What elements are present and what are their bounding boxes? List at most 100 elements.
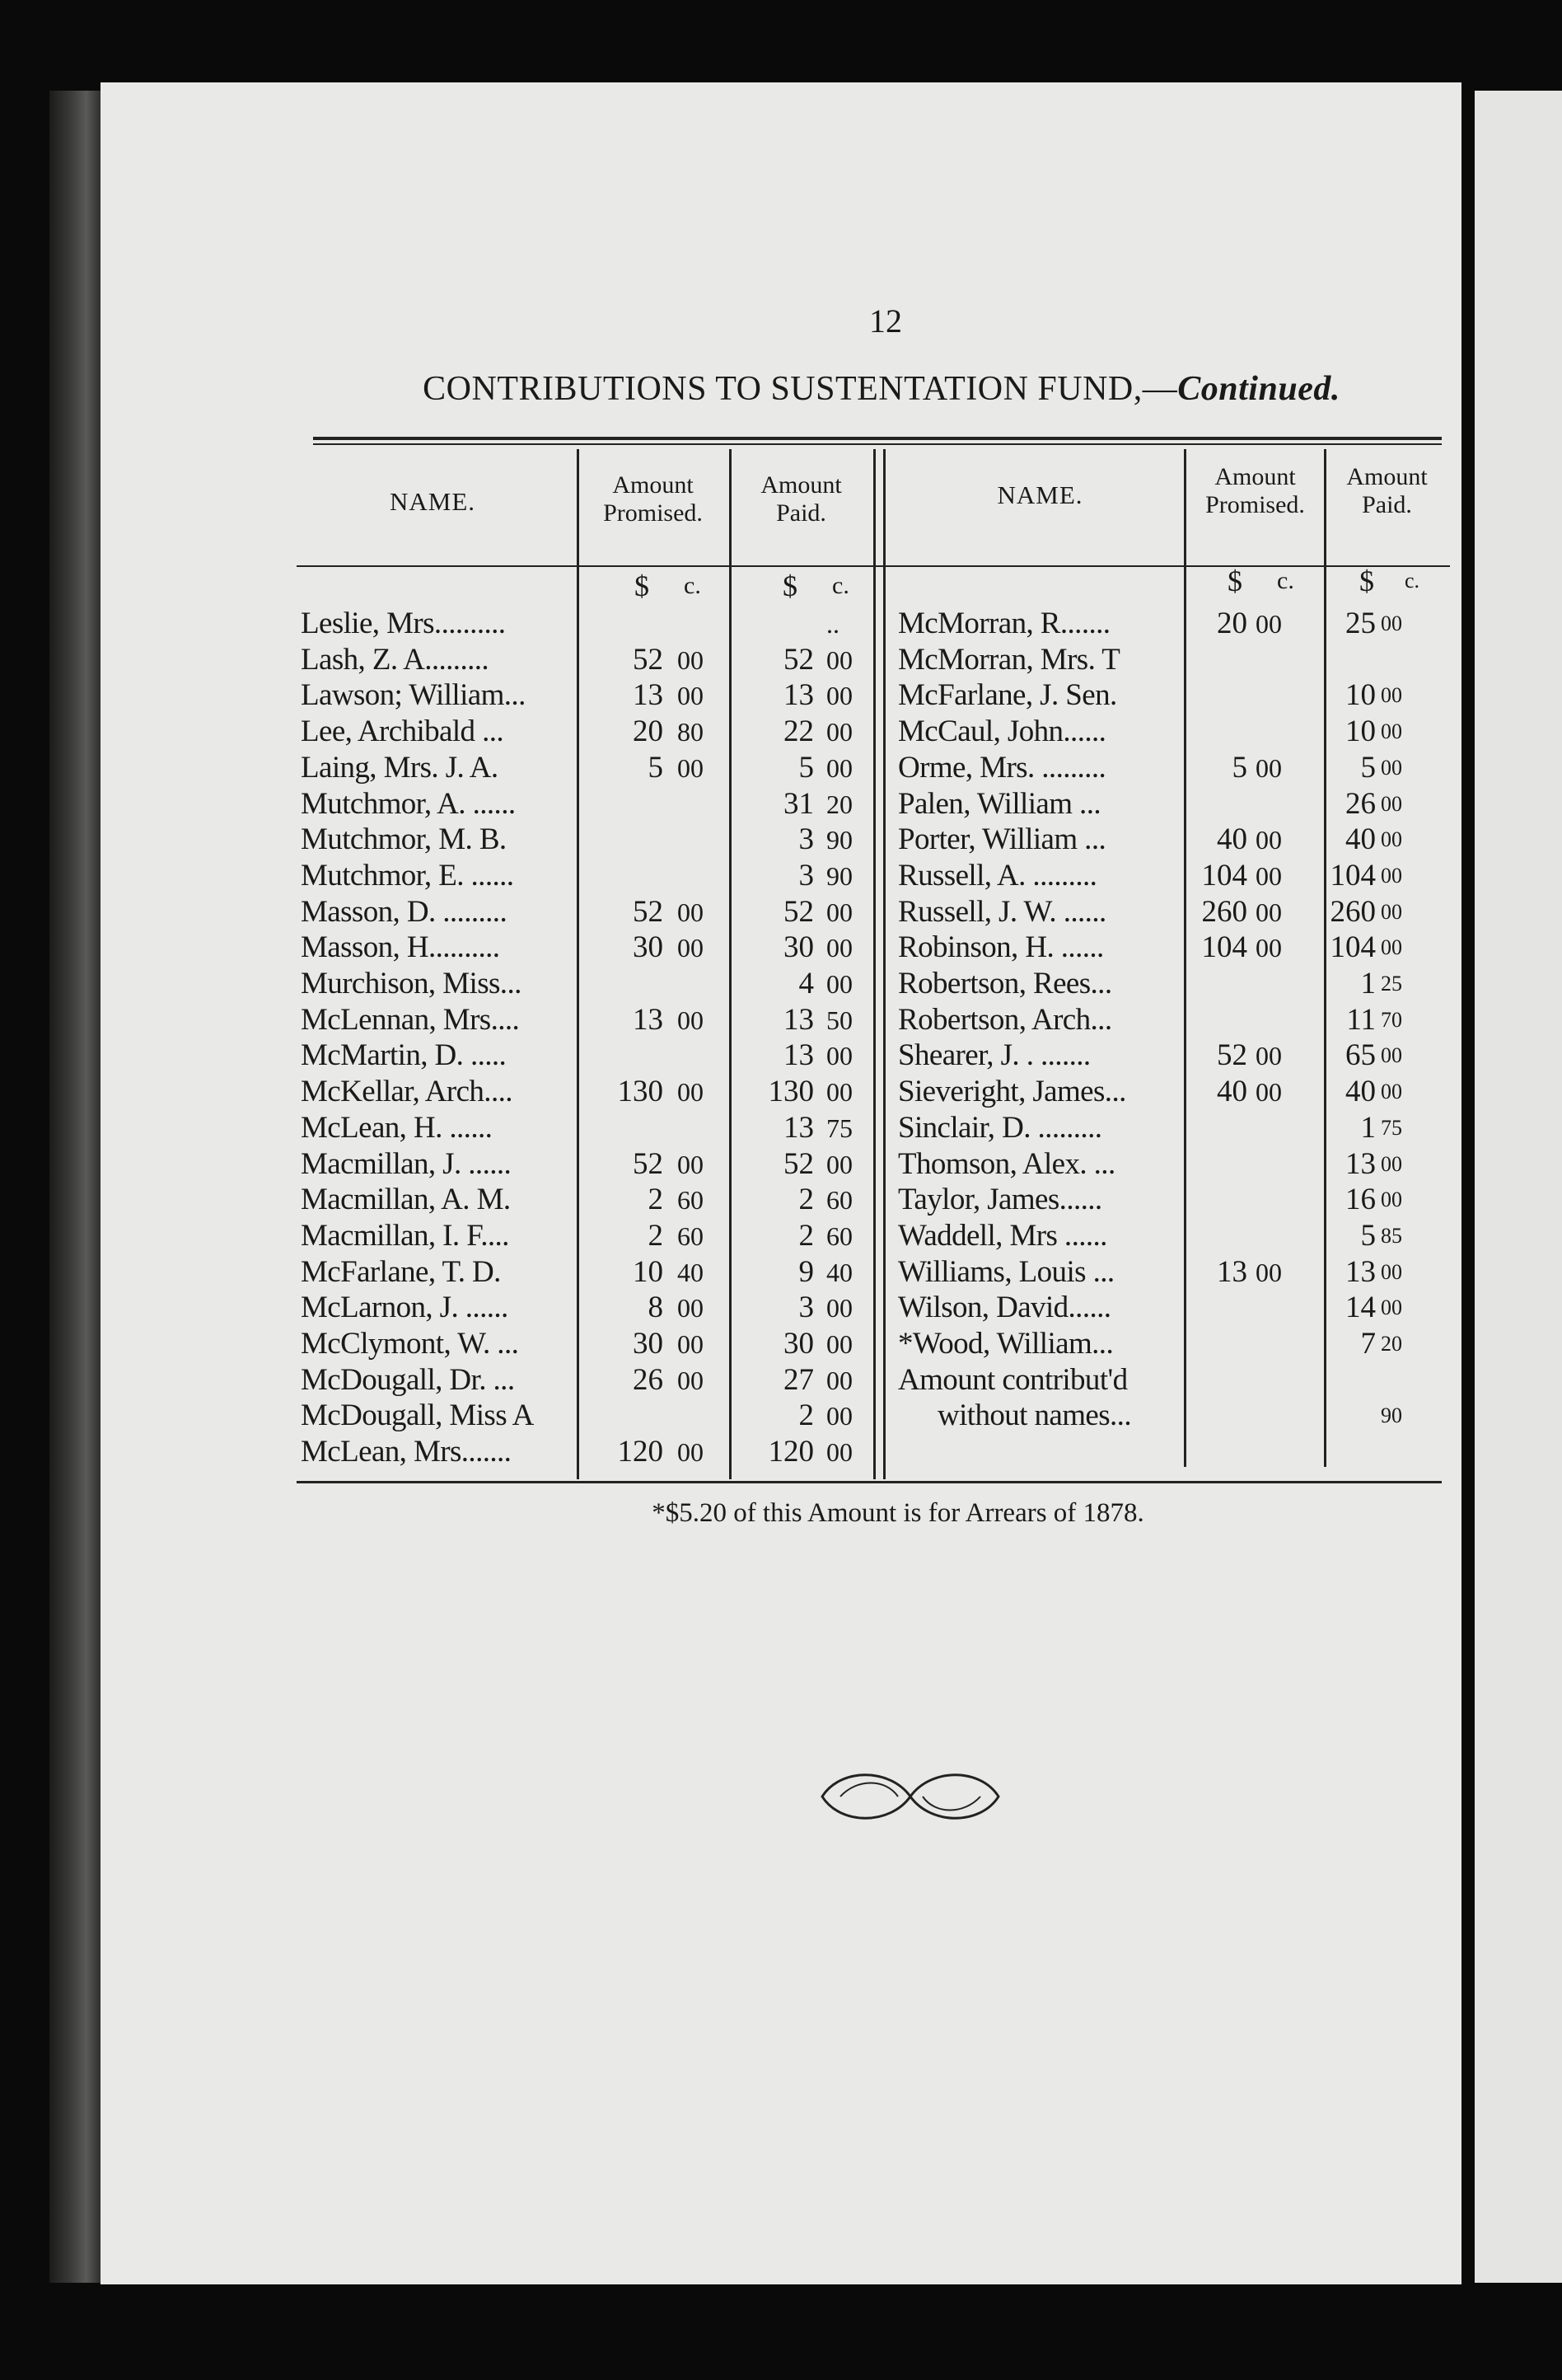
cents-label: c. <box>684 572 701 599</box>
promised-dollars: 20 <box>1217 607 1247 640</box>
promised-dollars: 260 <box>1201 894 1248 929</box>
paid-cents: 00 <box>826 1077 853 1108</box>
contributor-name: McFarlane, T. D. <box>301 1254 501 1289</box>
paid-dollars: 13 <box>783 1038 814 1073</box>
contributor-name: Sinclair, D. ......... <box>898 1110 1102 1145</box>
contributor-name: Lee, Archibald ... <box>301 714 504 749</box>
table-row: McMorran, R....... 20 00 25 00 <box>0 606 1562 642</box>
contributor-name: Leslie, Mrs.......... <box>301 607 506 640</box>
promised-dollars: 40 <box>1217 822 1247 857</box>
paid-cents: 00 <box>826 717 853 747</box>
table-row: McMartin, D. ..... 13 00 <box>0 1038 1562 1074</box>
contributor-name: Robertson, Arch... <box>898 1002 1112 1037</box>
promised-cents: 60 <box>677 1185 704 1216</box>
table-row: Masson, D. ......... 52 00 52 00 <box>0 894 1562 930</box>
table-row: McClymont, W. ... 30 00 30 00 <box>0 1326 1562 1362</box>
paid-dollars: 11 <box>1346 1002 1376 1037</box>
paid-cents: 00 <box>1381 611 1402 635</box>
title-continued: Continued. <box>1177 370 1340 408</box>
paid-cents: 00 <box>1381 1043 1402 1068</box>
paid-cents: 00 <box>826 1149 853 1179</box>
promised-dollars: 40 <box>1217 1075 1247 1109</box>
paid-cents: 00 <box>1381 1080 1402 1104</box>
contributor-name: McKellar, Arch.... <box>301 1075 513 1109</box>
contributor-name: Murchison, Miss... <box>301 967 521 1000</box>
paid-dollars: 1 <box>1360 1110 1377 1145</box>
promised-dollars: 30 <box>633 1327 663 1361</box>
table-row: Wilson, David...... 14 00 <box>0 1290 1562 1326</box>
table-row: Waddell, Mrs ...... 5 85 <box>0 1218 1562 1254</box>
paid-dollars: 120 <box>768 1435 815 1469</box>
header-promised-left: Amount Promised. <box>577 471 729 527</box>
promised-dollars: 52 <box>633 642 663 677</box>
paid-cents: 00 <box>826 1401 853 1431</box>
promised-dollars: 52 <box>633 1146 663 1181</box>
table-row: Lee, Archibald ... 20 80 22 00 <box>0 714 1562 750</box>
header-line: Paid. <box>1362 491 1412 518</box>
contributor-name: McDougall, Dr. ... <box>301 1362 515 1397</box>
paid-dollars: 22 <box>783 714 814 749</box>
table-row: Shearer, J. . ....... 52 00 65 00 <box>0 1038 1562 1074</box>
paid-dollars: 9 <box>798 1254 815 1289</box>
promised-cents: 00 <box>677 1329 704 1359</box>
table-row: Murchison, Miss... 4 00 <box>0 966 1562 1002</box>
promised-dollars: 13 <box>633 678 663 713</box>
table-row: Russell, J. W. ...... 260 00 260 00 <box>0 894 1562 930</box>
double-rule-top <box>313 437 1442 440</box>
promised-cents: 00 <box>677 1365 704 1395</box>
paid-cents: 00 <box>826 897 853 927</box>
dollar-label: $ <box>1359 565 1374 597</box>
contributor-name: Wilson, David...... <box>898 1291 1111 1325</box>
contributor-name: Macmillan, J. ...... <box>301 1146 512 1181</box>
table-row: Robinson, H. ...... 104 00 104 00 <box>0 930 1562 966</box>
promised-dollars: 13 <box>1217 1254 1247 1289</box>
promised-dollars: 26 <box>633 1362 663 1397</box>
dollar-label: $ <box>634 569 649 602</box>
footnote: *$5.20 of this Amount is for Arrears of … <box>652 1498 1144 1528</box>
promised-cents: 80 <box>677 717 704 747</box>
promised-cents: 00 <box>677 897 704 927</box>
paid-cents: 60 <box>826 1185 853 1216</box>
paid-dollars: 4 <box>798 967 815 1000</box>
column-divider <box>1324 449 1326 1467</box>
paid-cents: 00 <box>1381 683 1402 708</box>
promised-cents: 00 <box>677 752 704 783</box>
table-row: Masson, H.......... 30 00 30 00 <box>0 930 1562 966</box>
table-row: Palen, William ... 26 00 <box>0 786 1562 822</box>
contributor-name: McLean, Mrs....... <box>301 1435 512 1469</box>
contributor-name: Taylor, James...... <box>898 1183 1102 1217</box>
paid-dollars: 2 <box>798 1218 815 1253</box>
contributor-name: Orme, Mrs. ......... <box>898 750 1106 785</box>
contributor-name: Laing, Mrs. J. A. <box>301 750 498 785</box>
contributor-name: Russell, J. W. ...... <box>898 894 1106 929</box>
paid-dollars: 40 <box>1345 822 1376 857</box>
promised-cents: 00 <box>677 1437 704 1468</box>
contributor-name: McLennan, Mrs.... <box>301 1002 520 1037</box>
column-divider <box>883 449 886 1479</box>
paid-dollars: 52 <box>783 894 814 929</box>
contributor-name: Lawson; William... <box>301 678 526 713</box>
promised-dollars: 5 <box>1232 750 1248 785</box>
paid-cents: 25 <box>1381 972 1402 996</box>
contributor-name: McDougall, Miss A <box>301 1398 534 1433</box>
paid-cents: 00 <box>1381 1188 1402 1212</box>
promised-cents: 00 <box>1256 1257 1282 1287</box>
contributor-name: McMartin, D. ..... <box>301 1038 507 1073</box>
facing-page-edge <box>1475 91 1562 2283</box>
promised-dollars: 104 <box>1201 858 1248 892</box>
paid-dollars: 10 <box>1345 678 1376 713</box>
paid-cents: 40 <box>826 1257 853 1287</box>
table-row: Mutchmor, A. ...... 31 20 <box>0 786 1562 822</box>
contributor-name: McCaul, John...... <box>898 714 1106 749</box>
contributor-name: Williams, Louis ... <box>898 1254 1115 1289</box>
paid-dollars: 52 <box>783 642 814 677</box>
paid-cents: 00 <box>1381 755 1402 780</box>
promised-cents: 00 <box>1256 609 1282 639</box>
double-rule-bottom <box>313 443 1442 445</box>
table-row: Robertson, Rees... 1 25 <box>0 966 1562 1002</box>
column-divider <box>873 449 876 1479</box>
promised-dollars: 130 <box>617 1075 664 1109</box>
paid-cents: 00 <box>1381 1295 1402 1320</box>
promised-cents: 00 <box>1256 752 1282 783</box>
table-row: Thomson, Alex. ... 13 00 <box>0 1146 1562 1183</box>
